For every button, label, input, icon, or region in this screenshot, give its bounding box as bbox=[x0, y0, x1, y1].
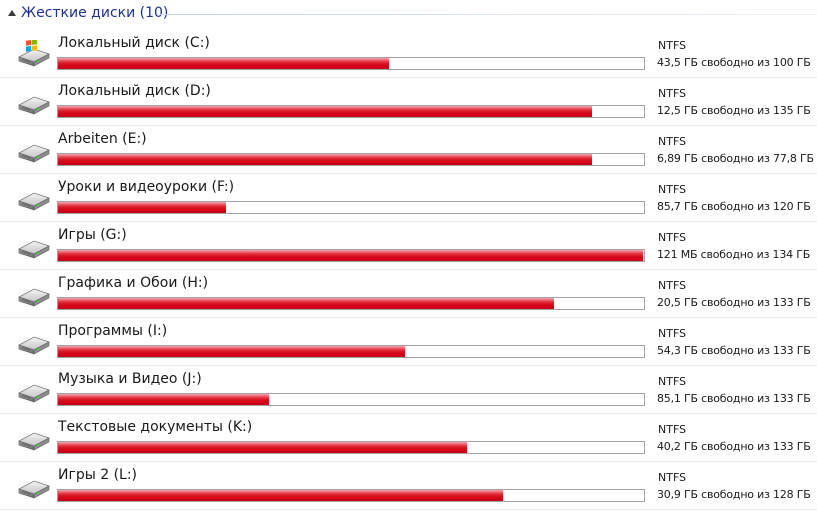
free-space-label: 30,9 ГБ свободно из 128 ГБ bbox=[657, 488, 811, 501]
group-title[interactable]: Жесткие диски (10) bbox=[21, 5, 169, 21]
hard-drive-icon bbox=[17, 424, 51, 452]
usage-bar bbox=[57, 297, 645, 310]
usage-bar-fill bbox=[58, 394, 269, 405]
usage-bar-fill bbox=[58, 250, 644, 261]
hard-drive-icon bbox=[17, 232, 51, 260]
filesystem-label: NTFS bbox=[658, 87, 687, 100]
drive-name: Arbeiten (E:) bbox=[58, 131, 147, 147]
collapse-arrow-icon[interactable] bbox=[8, 10, 16, 16]
free-space-label: 43,5 ГБ свободно из 100 ГБ bbox=[657, 56, 811, 69]
hard-drive-icon bbox=[17, 328, 51, 356]
filesystem-label: NTFS bbox=[658, 327, 687, 340]
usage-bar bbox=[57, 249, 645, 262]
drive-row-4[interactable]: Игры (G:) NTFS 121 МБ свободно из 134 ГБ bbox=[0, 222, 817, 270]
drive-name: Музыка и Видео (J:) bbox=[58, 371, 202, 387]
filesystem-label: NTFS bbox=[658, 135, 687, 148]
row-divider bbox=[0, 269, 817, 270]
drive-name: Игры (G:) bbox=[58, 227, 127, 243]
row-divider bbox=[0, 221, 817, 222]
drive-name: Графика и Обои (H:) bbox=[58, 275, 209, 291]
usage-bar-fill bbox=[58, 154, 592, 165]
filesystem-label: NTFS bbox=[658, 231, 687, 244]
row-divider bbox=[0, 461, 817, 462]
drive-row-7[interactable]: Музыка и Видео (J:) NTFS 85,1 ГБ свободн… bbox=[0, 366, 817, 414]
row-divider bbox=[0, 413, 817, 414]
free-space-label: 121 МБ свободно из 134 ГБ bbox=[657, 248, 811, 261]
hard-drive-icon bbox=[17, 376, 51, 404]
hard-drive-icon bbox=[17, 88, 51, 116]
drive-name: Программы (I:) bbox=[58, 323, 168, 339]
drive-row-9[interactable]: Игры 2 (L:) NTFS 30,9 ГБ свободно из 128… bbox=[0, 462, 817, 510]
usage-bar-fill bbox=[58, 490, 503, 501]
drive-name: Игры 2 (L:) bbox=[58, 467, 138, 483]
free-space-label: 40,2 ГБ свободно из 133 ГБ bbox=[657, 440, 811, 453]
usage-bar bbox=[57, 57, 645, 70]
row-divider bbox=[0, 125, 817, 126]
group-header-hard-drives[interactable]: Жесткие диски (10) bbox=[0, 0, 817, 28]
free-space-label: 12,5 ГБ свободно из 135 ГБ bbox=[657, 104, 811, 117]
usage-bar bbox=[57, 441, 645, 454]
free-space-label: 6,89 ГБ свободно из 77,8 ГБ bbox=[657, 152, 814, 165]
hard-drive-icon bbox=[17, 280, 51, 308]
filesystem-label: NTFS bbox=[658, 279, 687, 292]
usage-bar bbox=[57, 393, 645, 406]
drive-name: Текстовые документы (K:) bbox=[58, 419, 253, 435]
filesystem-label: NTFS bbox=[658, 183, 687, 196]
free-space-label: 20,5 ГБ свободно из 133 ГБ bbox=[657, 296, 811, 309]
filesystem-label: NTFS bbox=[658, 39, 687, 52]
group-divider bbox=[160, 14, 817, 15]
usage-bar-fill bbox=[58, 106, 592, 117]
drive-row-2[interactable]: Arbeiten (E:) NTFS 6,89 ГБ свободно из 7… bbox=[0, 126, 817, 174]
drive-row-0[interactable]: Локальный диск (C:) NTFS 43,5 ГБ свободн… bbox=[0, 30, 817, 78]
usage-bar-fill bbox=[58, 346, 405, 357]
hard-drive-icon bbox=[17, 136, 51, 164]
drive-name: Локальный диск (D:) bbox=[58, 83, 211, 99]
row-divider bbox=[0, 173, 817, 174]
usage-bar-fill bbox=[58, 298, 554, 309]
drive-row-1[interactable]: Локальный диск (D:) NTFS 12,5 ГБ свободн… bbox=[0, 78, 817, 126]
usage-bar-fill bbox=[58, 58, 390, 69]
drive-name: Уроки и видеоуроки (F:) bbox=[58, 179, 235, 195]
free-space-label: 85,1 ГБ свободно из 133 ГБ bbox=[657, 392, 811, 405]
row-divider bbox=[0, 365, 817, 366]
row-divider bbox=[0, 317, 817, 318]
usage-bar bbox=[57, 345, 645, 358]
free-space-label: 85,7 ГБ свободно из 120 ГБ bbox=[657, 200, 811, 213]
drive-row-5[interactable]: Графика и Обои (H:) NTFS 20,5 ГБ свободн… bbox=[0, 270, 817, 318]
free-space-label: 54,3 ГБ свободно из 133 ГБ bbox=[657, 344, 811, 357]
drive-row-6[interactable]: Программы (I:) NTFS 54,3 ГБ свободно из … bbox=[0, 318, 817, 366]
windows-drive-icon bbox=[17, 39, 51, 68]
usage-bar-fill bbox=[58, 442, 468, 453]
hard-drive-icon bbox=[17, 472, 51, 500]
usage-bar bbox=[57, 153, 645, 166]
drive-row-8[interactable]: Текстовые документы (K:) NTFS 40,2 ГБ св… bbox=[0, 414, 817, 462]
hard-drive-icon bbox=[17, 184, 51, 212]
usage-bar-fill bbox=[58, 202, 226, 213]
row-divider bbox=[0, 77, 817, 78]
drive-name: Локальный диск (C:) bbox=[58, 35, 210, 51]
filesystem-label: NTFS bbox=[658, 471, 687, 484]
usage-bar bbox=[57, 105, 645, 118]
drive-list: Локальный диск (C:) NTFS 43,5 ГБ свободн… bbox=[0, 30, 817, 510]
drive-row-3[interactable]: Уроки и видеоуроки (F:) NTFS 85,7 ГБ сво… bbox=[0, 174, 817, 222]
windows-logo-icon bbox=[26, 39, 37, 52]
usage-bar bbox=[57, 201, 645, 214]
filesystem-label: NTFS bbox=[658, 423, 687, 436]
usage-bar bbox=[57, 489, 645, 502]
filesystem-label: NTFS bbox=[658, 375, 687, 388]
row-divider bbox=[0, 509, 817, 510]
